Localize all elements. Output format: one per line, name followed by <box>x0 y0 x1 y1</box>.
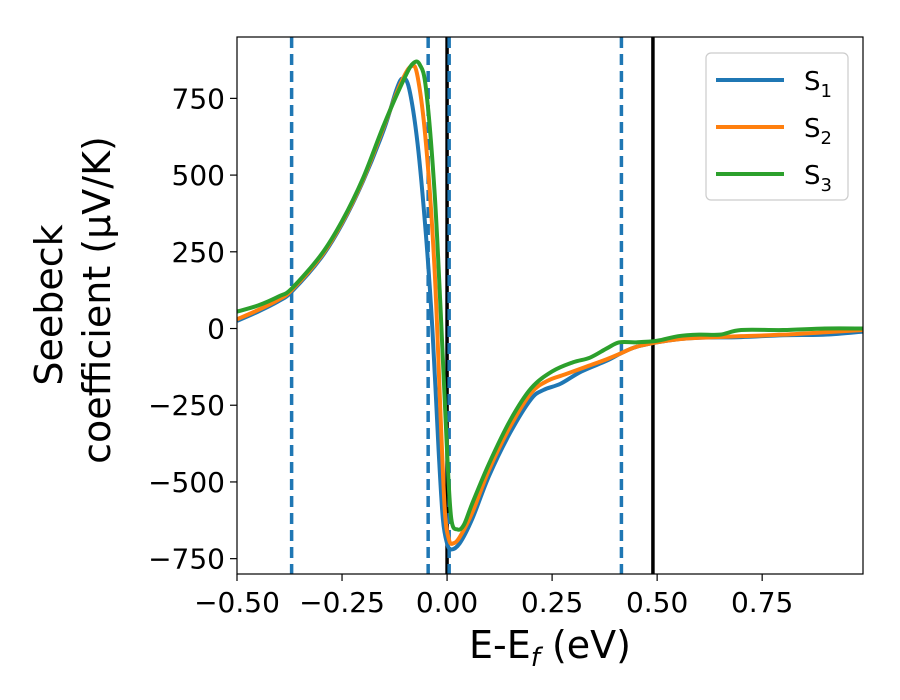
x-tick-label: 0.25 <box>521 586 583 619</box>
y-tick-label: −750 <box>148 543 225 576</box>
y-tick-label: 250 <box>172 236 225 269</box>
x-tick-label: 0.00 <box>416 586 478 619</box>
legend-label-S1: S1 <box>804 67 832 102</box>
legend-label-subscript: 3 <box>821 175 832 196</box>
x-axis-label-unit: (eV) <box>540 623 631 667</box>
x-axis-label-main: E-E <box>469 623 531 667</box>
y-tick-label: −500 <box>148 466 225 499</box>
plot-frame <box>236 36 864 575</box>
series-line-S3 <box>237 59 863 532</box>
legend-label-main: S <box>804 67 821 97</box>
legend-label-subscript: 2 <box>821 128 832 149</box>
legend-label-S3: S3 <box>804 161 832 196</box>
x-tick-label: −0.25 <box>299 586 385 619</box>
series-lines <box>237 59 863 552</box>
x-tick-label: −0.50 <box>194 586 280 619</box>
legend-label-main: S <box>804 161 821 191</box>
x-axis-ticks: −0.50 −0.25 0.00 0.25 0.50 0.75 <box>194 574 793 619</box>
y-axis-label-line1: Seebeck <box>27 224 71 385</box>
reference-lines <box>289 37 655 574</box>
x-tick-label: 0.75 <box>731 586 793 619</box>
y-tick-label: 750 <box>172 82 225 115</box>
legend-label-main: S <box>804 114 821 144</box>
y-axis-label-line2: coefficient (μV/K) <box>75 136 119 464</box>
legend-label-S2: S2 <box>804 114 832 149</box>
y-axis-ticks: 750 500 250 0 −250 −500 −750 <box>148 82 237 576</box>
y-tick-label: 0 <box>207 313 225 346</box>
y-tick-label: 500 <box>172 159 225 192</box>
x-tick-label: 0.50 <box>626 586 688 619</box>
legend-label-subscript: 1 <box>821 81 832 102</box>
x-axis-label: E-Ef (eV) <box>469 623 631 673</box>
y-tick-label: −250 <box>148 389 225 422</box>
